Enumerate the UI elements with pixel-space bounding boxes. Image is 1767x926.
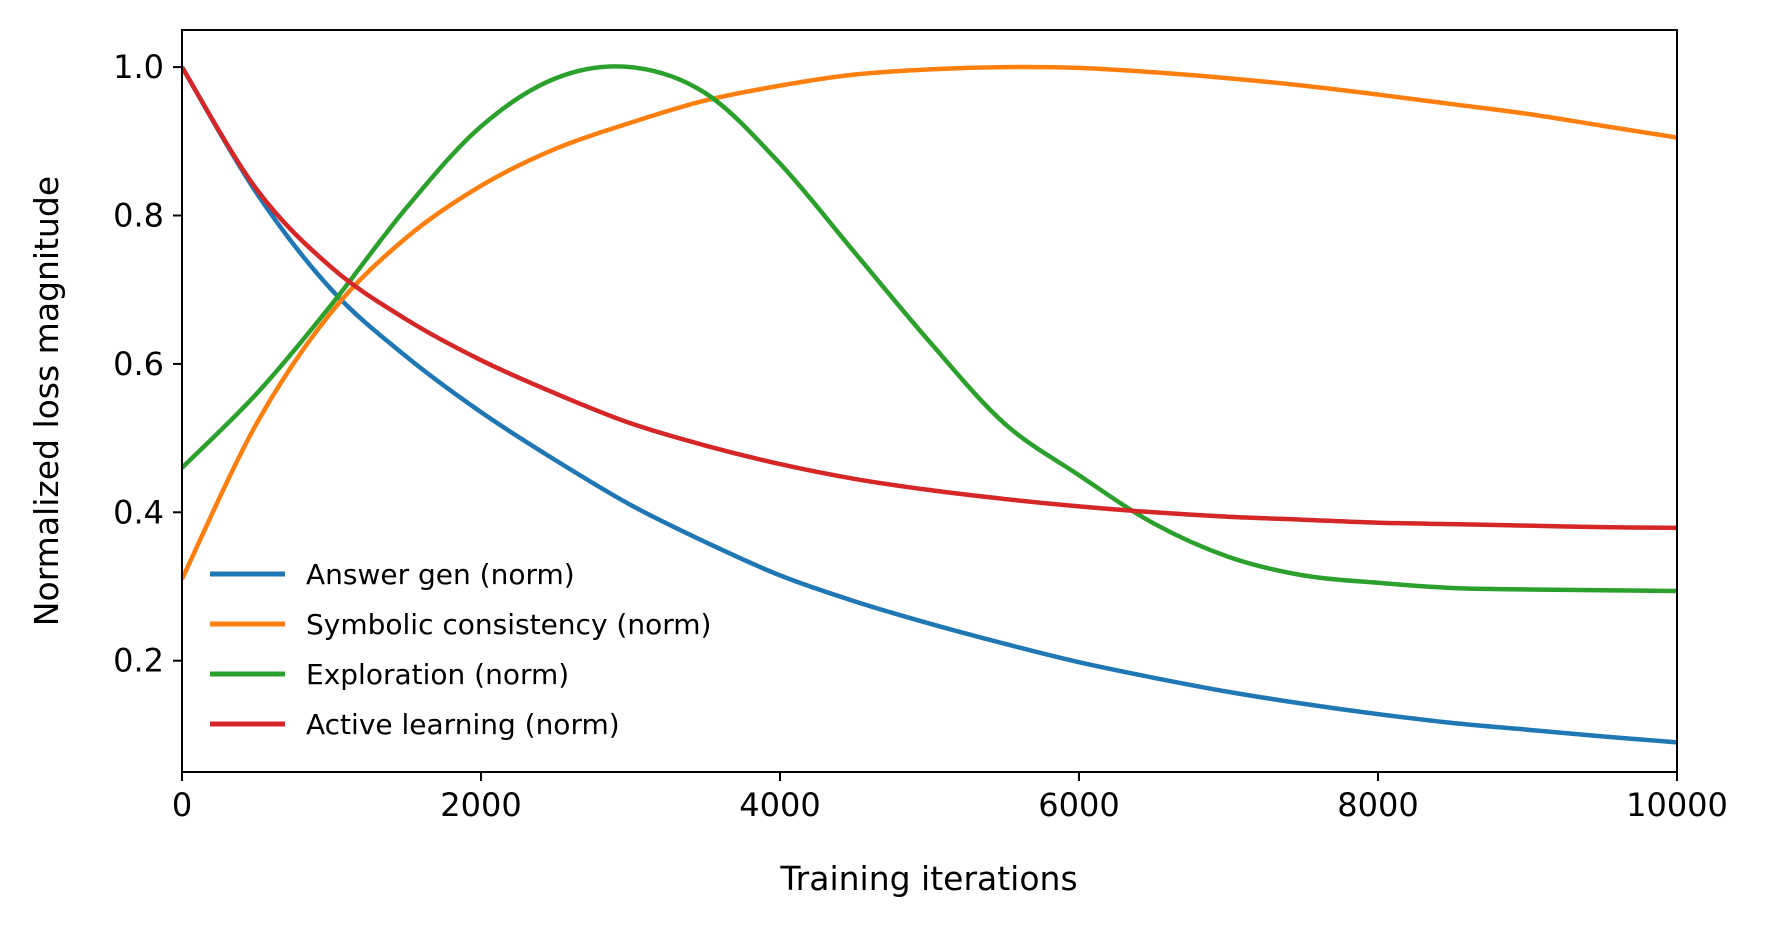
- x-tick-label: 10000: [1626, 786, 1728, 824]
- y-tick-label: 0.2: [113, 642, 164, 680]
- legend-entry-label: Active learning (norm): [306, 708, 620, 741]
- y-axis-label: Normalized loss magnitude: [27, 176, 66, 626]
- series-line-4: [182, 65, 1677, 531]
- x-tick-label: 2000: [440, 786, 521, 824]
- series-line-2: [182, 64, 1677, 581]
- series-line-3: [182, 64, 1677, 594]
- x-tick-label: 0: [172, 786, 192, 824]
- legend-entry-label: Answer gen (norm): [306, 558, 575, 591]
- x-axis-ticks: 0 2000 4000 6000 8000 10000: [172, 772, 1728, 824]
- legend: Answer gen (norm) Symbolic consistency (n…: [210, 558, 711, 741]
- x-tick-label: 8000: [1337, 786, 1418, 824]
- legend-entry-label: Exploration (norm): [306, 658, 569, 691]
- legend-entry-label: Symbolic consistency (norm): [306, 608, 711, 641]
- plot-frame: [181, 29, 1678, 773]
- series-layer: [182, 64, 1677, 745]
- x-tick-label: 4000: [739, 786, 820, 824]
- x-axis-label: Training iterations: [779, 859, 1077, 898]
- series-line-1: [182, 65, 1677, 745]
- y-tick-label: 0.4: [113, 493, 164, 531]
- x-tick-label: 6000: [1038, 786, 1119, 824]
- y-tick-label: 1.0: [113, 48, 164, 86]
- y-axis-ticks: 0.2 0.4 0.6 0.8 1.0: [113, 48, 182, 680]
- y-tick-label: 0.6: [113, 345, 164, 383]
- y-tick-label: 0.8: [113, 197, 164, 235]
